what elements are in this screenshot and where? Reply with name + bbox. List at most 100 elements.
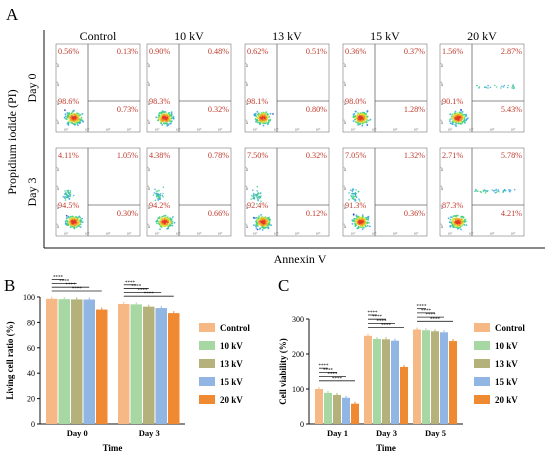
facs-event-dot	[71, 110, 74, 113]
facs-event-dot	[454, 115, 457, 118]
facs-event-dot	[255, 195, 257, 197]
facs-event-dot	[65, 196, 68, 199]
facs-event-dot	[461, 215, 463, 218]
panel-a-letter: A	[6, 5, 19, 24]
facs-event-dot	[263, 117, 266, 119]
facs-event-dot	[256, 116, 259, 119]
quadrant-upper-right-label: 0.13%	[117, 47, 138, 56]
x-axis-label: Time	[103, 443, 123, 453]
facs-event-dot	[68, 117, 71, 120]
facs-event-dot	[355, 110, 357, 113]
facs-event-dot	[155, 193, 158, 195]
facs-tick-label: 10⁴	[197, 128, 203, 132]
significance-label: ****	[372, 315, 383, 320]
panel-b-chart: B 0 20 40 60 80 100 Living cell ratio (%) Time Da…	[4, 276, 250, 453]
facs-tick-label: 10²	[440, 224, 444, 229]
facs-event-dot	[364, 218, 366, 220]
facs-event-dot	[354, 118, 356, 121]
facs-tick-label: 10⁴	[490, 128, 496, 132]
quadrant-upper-right-label: 0.37%	[404, 47, 425, 56]
facs-event-dot	[505, 190, 507, 192]
facs-event-dot	[369, 225, 371, 228]
facs-event-dot	[256, 194, 258, 197]
facs-event-dot	[361, 214, 364, 217]
facs-event-dot	[366, 216, 369, 219]
facs-event-dot	[256, 121, 259, 124]
facs-event-dot	[357, 190, 360, 193]
facs-event-dot	[267, 217, 270, 219]
facs-event-dot	[355, 220, 357, 223]
quadrant-lower-right-label: 0.36%	[404, 209, 425, 218]
facs-event-dot	[264, 226, 266, 229]
facs-event-dot	[457, 122, 460, 125]
facs-plot-frame	[244, 43, 330, 133]
facs-event-dot	[169, 220, 172, 223]
quadrant-lower-left-label: 90.1%	[442, 97, 463, 106]
facs-tick-label: 10³	[245, 205, 249, 210]
facs-plot: 10² 10² 10³ 10³ 10⁴ 10⁴ 10⁵ 10⁵ 7.50% 0.32% 92.4% 0…	[244, 147, 330, 237]
facs-event-dot	[70, 217, 73, 219]
facs-tick-label: 10⁵	[414, 232, 420, 236]
facs-event-dot	[363, 226, 365, 229]
y-tick-label: 0	[31, 420, 35, 429]
x-axis-label: Time	[376, 443, 396, 453]
column-header: 20 kV	[467, 29, 497, 43]
facs-event-dot	[261, 226, 264, 229]
facs-event-dot	[353, 217, 356, 220]
facs-event-dot	[261, 229, 264, 231]
facs-event-dot	[455, 219, 458, 221]
facs-event-dot	[262, 121, 265, 124]
y-tick-label: 200	[292, 350, 304, 359]
facs-event-dot	[163, 221, 166, 224]
facs-event-dot	[362, 222, 364, 225]
facs-event-dot	[460, 224, 463, 227]
facs-event-dot	[82, 120, 84, 123]
bar	[413, 329, 421, 424]
legend-swatch	[199, 395, 215, 404]
facs-event-dot	[155, 116, 158, 119]
legend-label: 13 kV	[495, 359, 518, 369]
facs-event-dot	[447, 217, 450, 220]
facs-event-dot	[353, 198, 356, 201]
facs-event-dot	[495, 188, 498, 191]
facs-event-dot	[77, 124, 79, 127]
facs-event-dot	[66, 220, 69, 223]
significance-label: ****	[381, 324, 392, 329]
facs-event-dot	[172, 117, 175, 120]
facs-event-dot	[457, 114, 460, 117]
facs-event-dot	[355, 196, 358, 199]
facs-event-dot	[72, 194, 75, 197]
facs-event-dot	[255, 193, 257, 196]
facs-event-dot	[75, 216, 78, 219]
facs-event-dot	[453, 226, 456, 229]
facs-event-dot	[167, 220, 170, 223]
facs-event-dot	[257, 217, 260, 220]
facs-event-dot	[476, 84, 478, 87]
facs-event-dot	[157, 190, 159, 192]
facs-event-dot	[71, 115, 74, 118]
facs-tick-label: 10²	[253, 128, 258, 132]
significance-label: ****	[430, 317, 441, 322]
y-tick-label: 100	[292, 385, 304, 394]
facs-event-dot	[366, 115, 368, 118]
legend-label: 20 kV	[220, 395, 243, 405]
facs-event-dot	[162, 222, 164, 225]
panel-a-ylabel: Propidium iodide (PI)	[5, 89, 19, 194]
facs-event-dot	[68, 112, 70, 114]
facs-tick-label: 10²	[64, 232, 69, 236]
facs-tick-label: 10³	[245, 101, 249, 106]
facs-event-dot	[169, 114, 171, 116]
y-tick-label: 80	[27, 318, 35, 327]
column-header: 13 kV	[272, 29, 302, 43]
facs-event-dot	[258, 117, 261, 120]
facs-event-dot	[449, 122, 452, 125]
facs-event-dot	[75, 217, 77, 220]
facs-tick-label: 10²	[147, 120, 151, 125]
facs-event-dot	[452, 222, 455, 225]
facs-event-dot	[359, 219, 361, 222]
facs-event-dot	[171, 224, 174, 227]
bar	[83, 299, 95, 424]
facs-tick-label: 10⁴	[147, 81, 151, 87]
facs-event-dot	[462, 216, 465, 219]
facs-event-dot	[76, 118, 78, 121]
